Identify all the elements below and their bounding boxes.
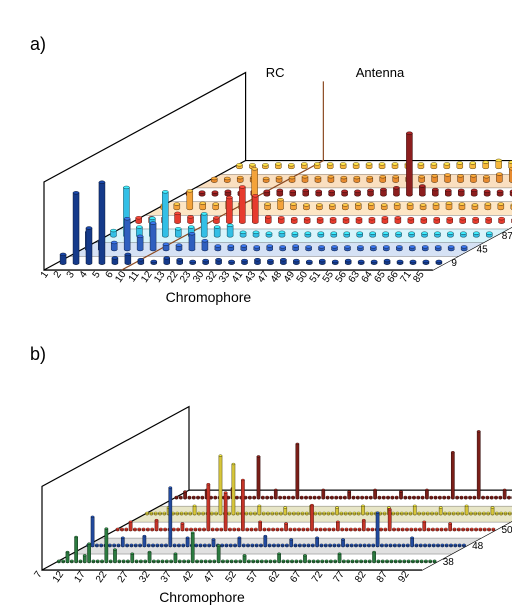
x-tick: 87 <box>375 569 391 585</box>
x-tick: 67 <box>288 569 304 585</box>
x-tick: 42 <box>180 569 196 585</box>
x-tick: 27 <box>116 569 132 585</box>
x-tick: 2 <box>52 269 64 280</box>
y-tick: 38 <box>443 557 455 568</box>
x-axis-label: Chromophore <box>166 289 252 305</box>
x-tick: 57 <box>245 569 261 585</box>
panel-label: a) <box>30 34 46 54</box>
x-tick: 22 <box>94 569 110 585</box>
x-tick: 85 <box>411 269 427 285</box>
x-tick: 12 <box>51 569 67 585</box>
x-tick: 72 <box>310 569 326 585</box>
x-tick: 52 <box>224 569 240 585</box>
x-tick: 7 <box>32 569 44 580</box>
x-tick: 37 <box>159 569 175 585</box>
y-tick: 45 <box>477 244 489 255</box>
x-tick: 5 <box>91 269 103 280</box>
panel-label: b) <box>30 344 46 364</box>
x-tick: 92 <box>396 569 412 585</box>
x-tick: 77 <box>331 569 347 585</box>
y-tick: 48 <box>472 541 484 552</box>
x-tick: 1 <box>39 269 51 280</box>
x-tick: 17 <box>72 569 88 585</box>
y-tick: 50 <box>502 525 512 536</box>
x-tick: 62 <box>267 569 283 585</box>
x-tick: 4 <box>78 269 90 280</box>
x-axis-label: Chromophore <box>159 589 245 605</box>
x-tick: 47 <box>202 569 218 585</box>
region-label: RC <box>266 65 285 80</box>
x-tick: 32 <box>137 569 153 585</box>
y-tick: 9 <box>451 258 457 269</box>
x-tick: 82 <box>353 569 369 585</box>
region-label: Antenna <box>356 65 405 80</box>
x-tick: 3 <box>65 269 77 280</box>
y-tick: 87 <box>502 231 512 242</box>
